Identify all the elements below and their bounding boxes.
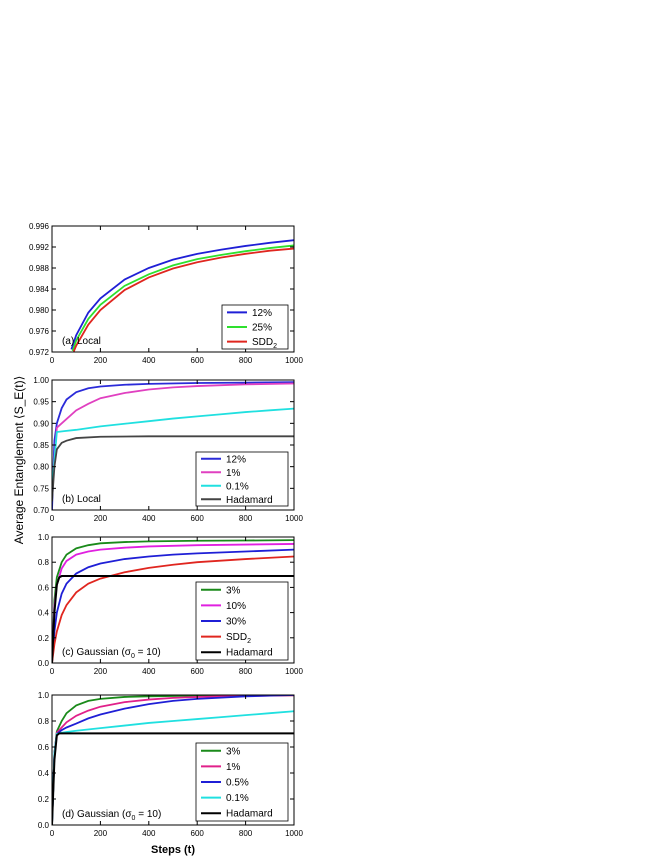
panel-annotation: (a) Local [62, 336, 101, 347]
y-tick-label: 0.988 [29, 264, 50, 273]
y-tick-label: 0.8 [38, 717, 50, 726]
y-tick-label: 1.0 [38, 691, 50, 700]
series-line-01 [52, 407, 294, 489]
series-line-12 [70, 239, 294, 350]
x-tick-label: 600 [191, 514, 205, 523]
x-tick-label: 400 [142, 514, 156, 523]
panel-annotation: (d) Gaussian (σ0 = 10) [62, 809, 161, 822]
y-tick-label: 0.6 [38, 583, 50, 592]
x-tick-label: 600 [191, 829, 205, 838]
panel-annotation: (b) Local [62, 494, 101, 505]
series-line-1 [52, 382, 294, 489]
y-tick-label: 1.00 [33, 376, 49, 385]
x-tick-label: 1000 [285, 667, 303, 676]
x-tick-label: 800 [239, 829, 253, 838]
series-line-hadamard [52, 575, 294, 663]
y-tick-label: 0.2 [38, 795, 50, 804]
legend-label: 0.1% [226, 793, 249, 804]
y-tick-label: 0.90 [33, 419, 49, 428]
legend-box [195, 451, 289, 507]
chart-panel-3: 0.0 0.2 0.4 0.6 0.8 1.0 0 200 400 600 800 1000 (c) G… [38, 533, 304, 676]
series-line-sdd2 [52, 555, 294, 663]
x-tick-label: 400 [142, 829, 156, 838]
y-tick-label: 0.85 [33, 441, 49, 450]
x-tick-label: 200 [94, 829, 108, 838]
y-tick-label: 0.980 [29, 306, 50, 315]
y-tick-label: 0.4 [38, 769, 50, 778]
y-tick-label: 0.2 [38, 634, 50, 643]
y-tick-label: 0.80 [33, 463, 49, 472]
legend-label: 0.1% [226, 481, 249, 492]
legend-label: 25% [252, 323, 272, 334]
plot-frame [51, 536, 295, 664]
legend-label: Hadamard [226, 809, 273, 820]
panel-annotation: (c) Gaussian (σ0 = 10) [62, 647, 161, 660]
y-tick-label: 0.996 [29, 222, 50, 231]
legend-label: 30% [226, 617, 246, 628]
x-tick-label: 200 [94, 667, 108, 676]
x-tick-label: 800 [239, 667, 253, 676]
y-tick-label: 0.4 [38, 609, 50, 618]
y-tick-label: 0.976 [29, 327, 50, 336]
x-tick-label: 1000 [285, 514, 303, 523]
x-tick-label: 1000 [285, 356, 303, 365]
x-axis-title: Steps (t) [151, 844, 195, 856]
x-tick-label: 1000 [285, 829, 303, 838]
series-line-25 [71, 244, 294, 352]
legend-label: SDD2 [252, 337, 277, 350]
series-line-1 [52, 695, 294, 825]
chart-panel-2: 0.70 0.75 0.80 0.85 0.90 0.95 1.00 0 200 400 600 80… [33, 376, 303, 523]
legend-label: 10% [226, 601, 246, 612]
series-line-sdd2 [72, 247, 294, 352]
legend-label: SDD2 [226, 632, 251, 645]
x-tick-label: 800 [239, 356, 253, 365]
legend-label: 3% [226, 746, 241, 757]
legend-label: 12% [226, 454, 246, 465]
x-tick-label: 0 [50, 514, 55, 523]
x-tick-label: 800 [239, 514, 253, 523]
series-line-05 [52, 695, 294, 825]
x-tick-label: 400 [142, 667, 156, 676]
series-line-hadamard [52, 732, 294, 825]
legend-label: Hadamard [226, 495, 273, 506]
series-line-30 [52, 548, 294, 663]
y-tick-label: 0.70 [33, 506, 49, 515]
y-tick-label: 0.6 [38, 743, 50, 752]
x-tick-label: 0 [50, 667, 55, 676]
y-tick-label: 0.8 [38, 558, 50, 567]
legend-label: 12% [252, 308, 272, 319]
y-tick-label: 0.0 [38, 821, 50, 830]
y-tick-label: 1.0 [38, 533, 50, 542]
legend-label: 3% [226, 585, 241, 596]
legend-label: 1% [226, 468, 241, 479]
plot-frame [51, 694, 295, 826]
x-tick-label: 600 [191, 356, 205, 365]
series-line-hadamard [52, 435, 294, 502]
x-tick-label: 600 [191, 667, 205, 676]
y-tick-label: 0.75 [33, 484, 49, 493]
y-axis-title: Average Entanglement ⟨S_E(t)⟩ [12, 375, 26, 545]
x-tick-label: 0 [50, 356, 55, 365]
x-tick-label: 200 [94, 356, 108, 365]
legend-label: Hadamard [226, 648, 273, 659]
y-tick-label: 0.984 [29, 285, 50, 294]
legend-label: 0.5% [226, 778, 249, 789]
x-tick-label: 200 [94, 514, 108, 523]
x-tick-label: 0 [50, 829, 55, 838]
y-tick-label: 0.992 [29, 243, 50, 252]
y-tick-label: 0.95 [33, 398, 49, 407]
chart-panel-4: 0.0 0.2 0.4 0.6 0.8 1.0 0 200 400 600 800 1000 (d) G… [38, 691, 304, 838]
chart-panel-1: 0.972 0.976 0.980 0.984 0.988 0.992 0.996 0 200 4… [29, 222, 303, 365]
x-tick-label: 400 [142, 356, 156, 365]
y-tick-label: 0.0 [38, 659, 50, 668]
legend-label: 1% [226, 762, 241, 773]
y-tick-label: 0.972 [29, 348, 50, 357]
